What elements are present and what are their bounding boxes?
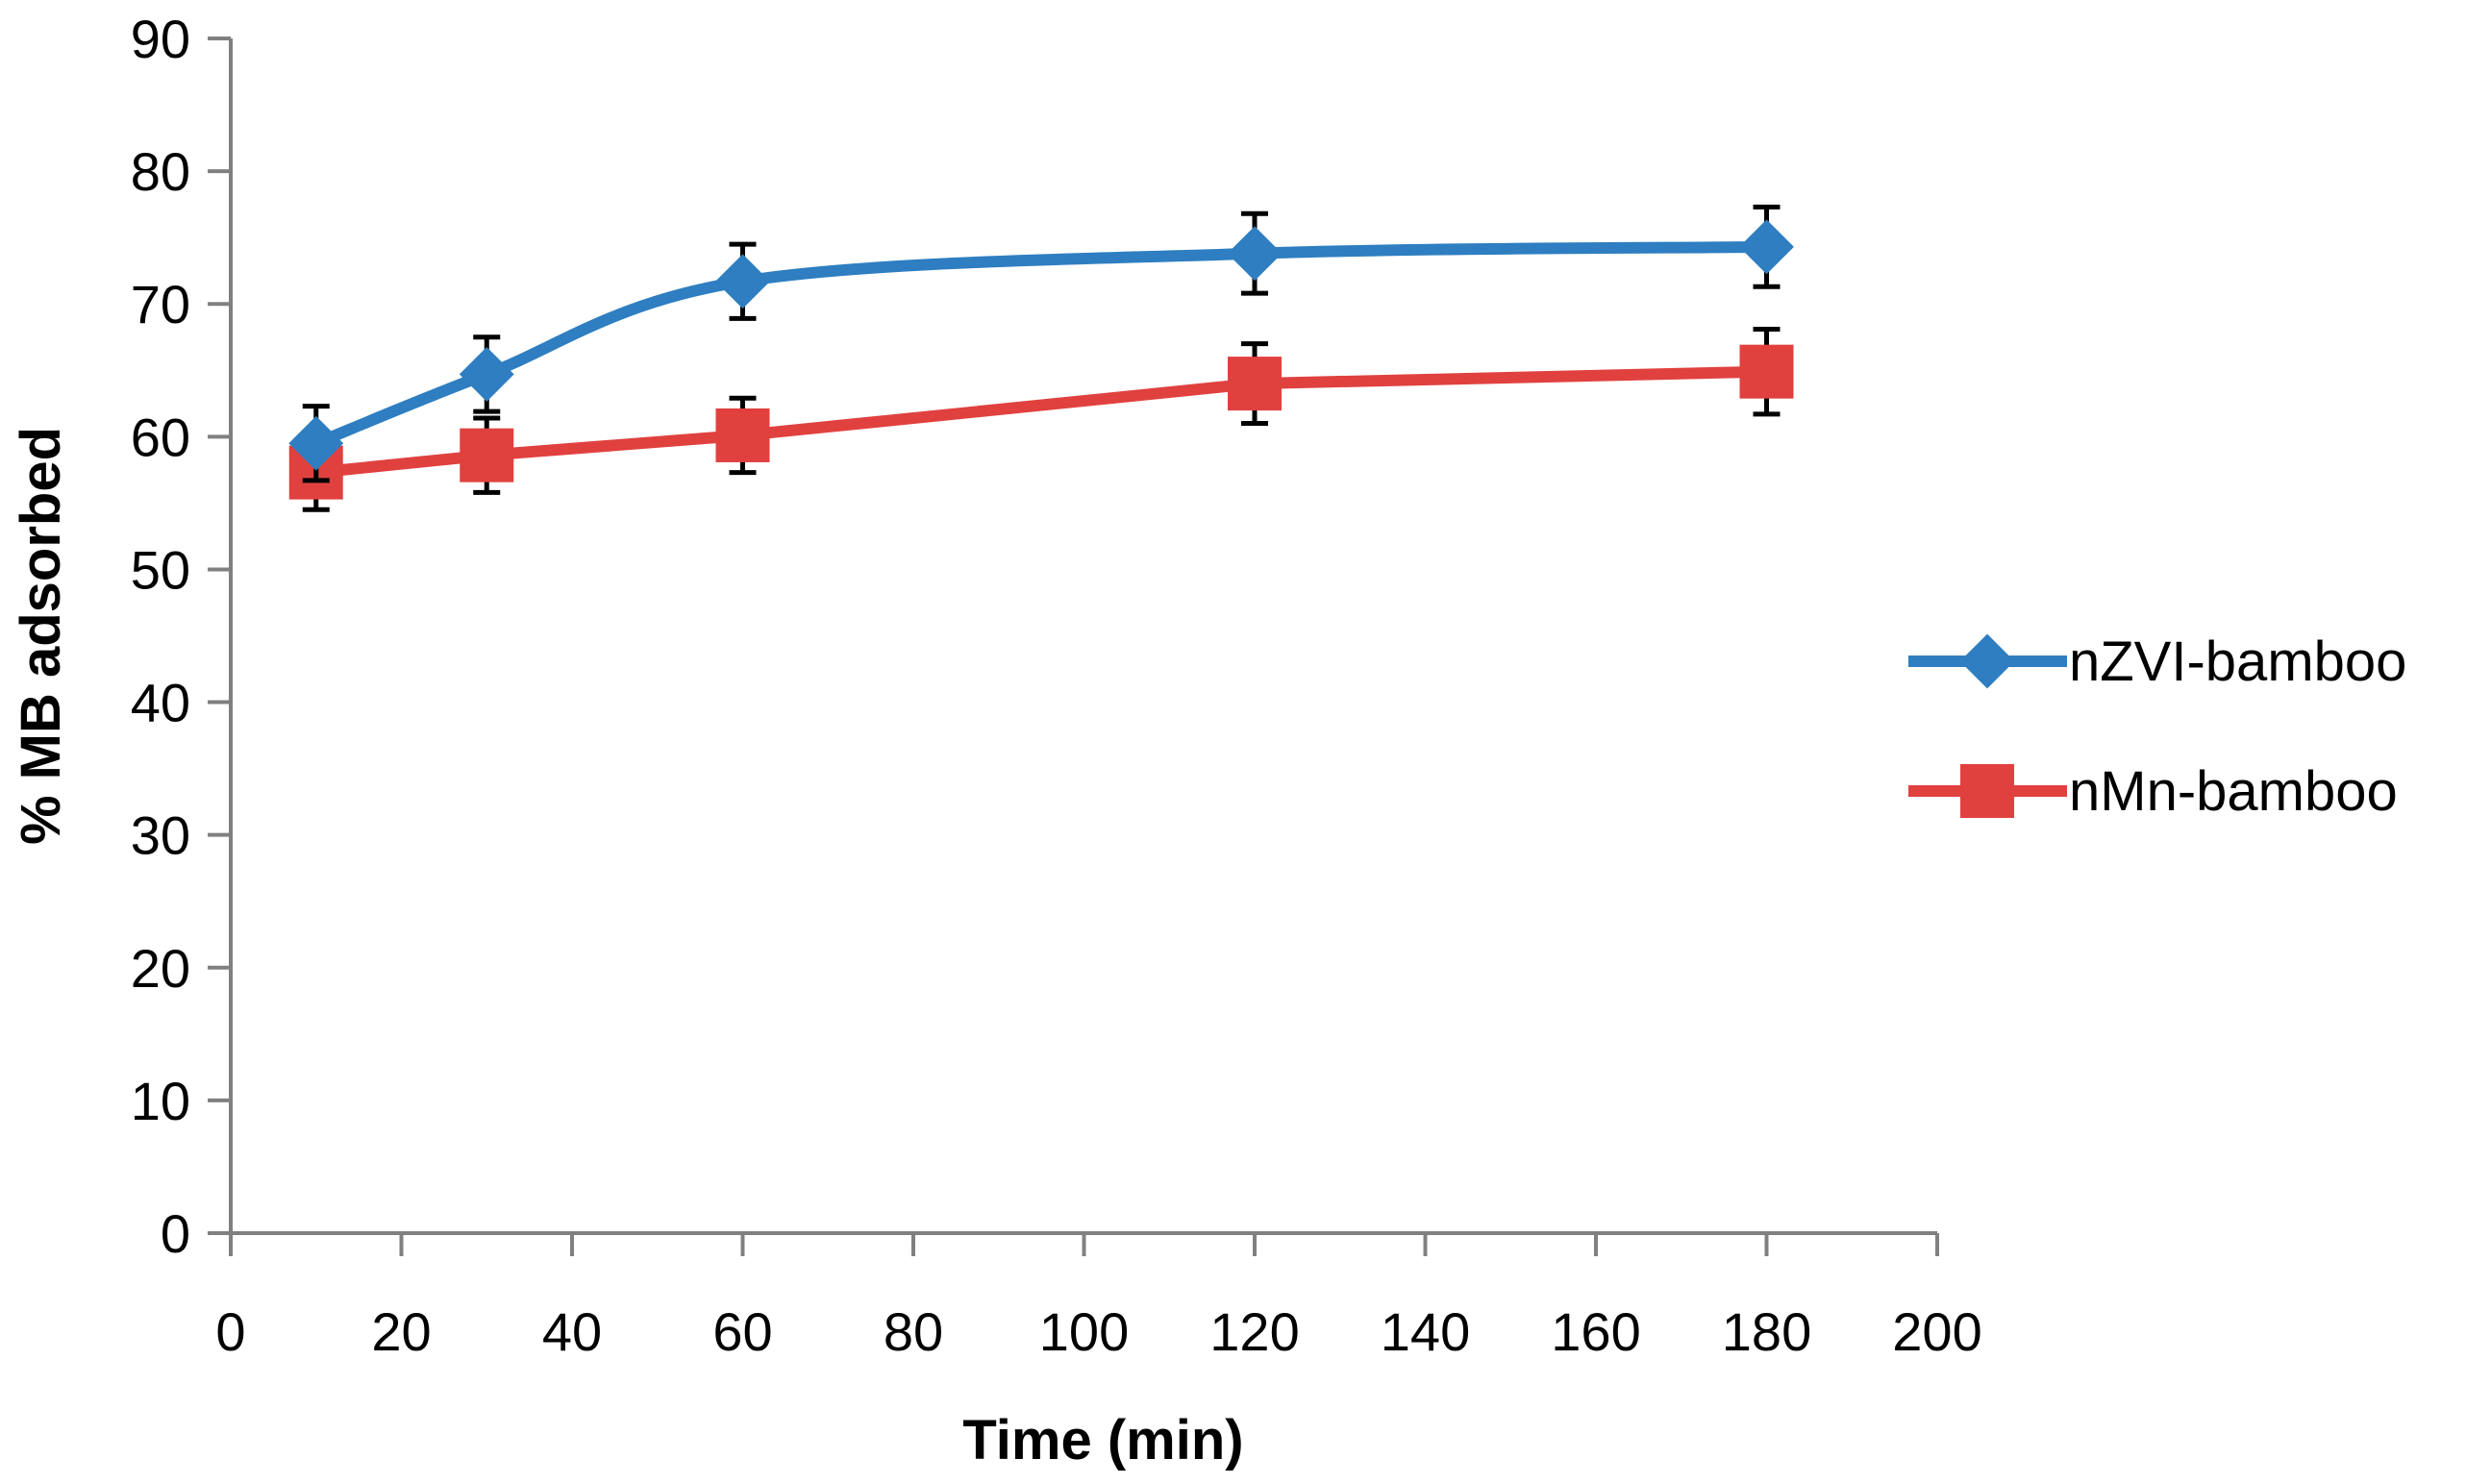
- x-tick-label: 120: [1209, 1301, 1299, 1362]
- y-tick-label: 70: [131, 274, 190, 334]
- x-tick-label: 100: [1039, 1301, 1129, 1362]
- x-tick-label: 160: [1551, 1301, 1640, 1362]
- y-tick-label: 90: [131, 9, 190, 69]
- data-point: [460, 428, 514, 482]
- y-tick-label: 10: [131, 1071, 190, 1131]
- y-tick-label: 20: [131, 938, 190, 999]
- legend-swatch-marker: [1960, 764, 2014, 818]
- data-point: [1739, 219, 1794, 275]
- x-tick-label: 60: [712, 1301, 772, 1362]
- legend-label: nMn-bamboo: [2069, 760, 2398, 823]
- x-tick-label: 0: [215, 1301, 245, 1362]
- x-tick-label: 180: [1722, 1301, 1811, 1362]
- y-tick-label: 30: [131, 805, 190, 866]
- x-tick-label: 40: [542, 1301, 602, 1362]
- legend-item-nzvi-bamboo: nZVI-bamboo: [1908, 631, 2406, 693]
- y-tick-label: 0: [161, 1203, 190, 1264]
- y-tick-label: 60: [131, 407, 190, 467]
- x-ticks: 0 20 40 60 80 100 120 140 160 180 200: [215, 1233, 1982, 1362]
- data-point: [1739, 344, 1794, 399]
- x-axis-title: Time (min): [962, 1409, 1243, 1472]
- series-line-nzvi-bamboo: [310, 240, 1773, 450]
- series-nzvi-bamboo: [288, 204, 1794, 483]
- x-tick-label: 20: [371, 1301, 431, 1362]
- y-tick-label: 80: [131, 141, 190, 202]
- legend-swatch-marker: [1959, 633, 2015, 689]
- x-tick-label: 140: [1381, 1301, 1470, 1362]
- data-point: [459, 347, 514, 402]
- legend-item-nmn-bamboo: nMn-bamboo: [1908, 760, 2398, 823]
- data-point: [1228, 357, 1282, 411]
- y-tick-label: 50: [131, 539, 190, 600]
- y-axis-title: % MB adsorbed: [10, 427, 72, 845]
- data-point: [715, 254, 770, 309]
- legend-label: nZVI-bamboo: [2069, 631, 2406, 693]
- data-point: [1227, 226, 1283, 282]
- x-tick-label: 200: [1892, 1301, 1981, 1362]
- data-point: [288, 415, 344, 471]
- x-tick-label: 80: [884, 1301, 943, 1362]
- y-tick-label: 40: [131, 673, 190, 733]
- data-point: [715, 408, 770, 462]
- axes: [229, 38, 1937, 1235]
- series-layer: [288, 204, 1794, 512]
- series-line-nmn-bamboo: [310, 365, 1773, 479]
- legend: nZVI-bamboo nMn-bamboo: [1908, 631, 2406, 823]
- y-ticks: 0 10 20 30 40 50 60 70 80 90: [131, 9, 231, 1264]
